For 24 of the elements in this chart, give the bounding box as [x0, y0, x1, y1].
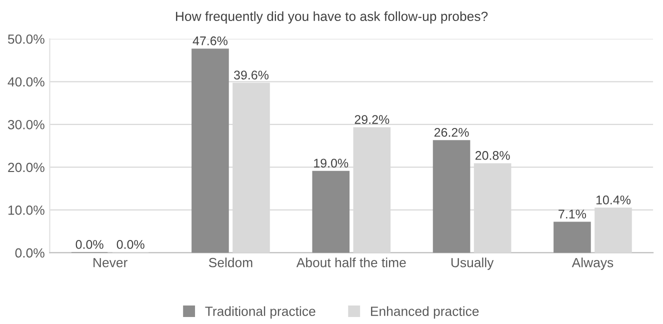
x-tick-label: Never	[94, 258, 128, 268]
legend-label: Traditional practice	[205, 306, 316, 319]
data-label: 0.0%	[116, 240, 144, 249]
y-tick-label: 50.0%	[8, 34, 44, 44]
x-tick-label: Always	[572, 258, 614, 270]
x-tick-label: Seldom	[208, 258, 252, 268]
y-tick-label: 30.0%	[8, 120, 44, 130]
y-tick-label: 10.0%	[8, 206, 44, 215]
y-tick-label: 40.0%	[8, 77, 44, 87]
data-label: 47.6%	[192, 36, 228, 46]
chart-title: How frequently did you have to ask follow-up probes?	[176, 11, 488, 24]
x-tick-label: About half the time	[296, 258, 406, 268]
data-label: 39.6%	[234, 70, 269, 80]
data-label: 0.0%	[76, 240, 104, 249]
data-label: 19.0%	[314, 158, 348, 168]
y-tick-label: 20.0%	[8, 162, 44, 172]
x-tick-label: Usually	[451, 258, 494, 270]
data-label: 29.2%	[354, 115, 390, 124]
data-label: 20.8%	[475, 151, 510, 160]
y-tick-label: 0.0%	[15, 248, 44, 258]
data-label: 7.1%	[558, 210, 586, 218]
legend-label: Enhanced practice	[371, 306, 479, 319]
data-label: 10.4%	[596, 196, 631, 204]
data-label: 26.2%	[434, 128, 469, 137]
